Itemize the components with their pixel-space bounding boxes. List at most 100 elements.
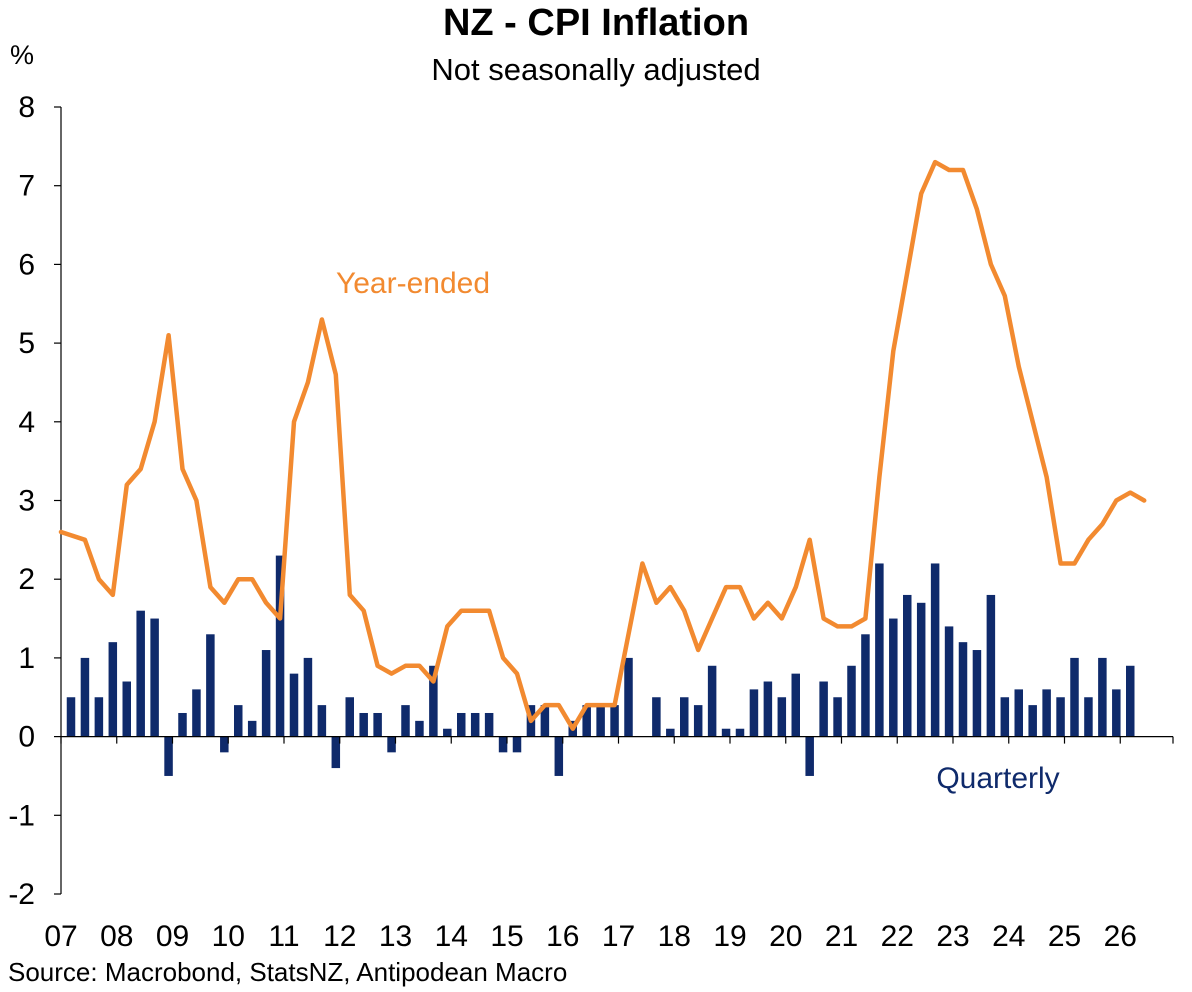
quarterly-bar xyxy=(317,705,327,737)
x-tick-label: 07 xyxy=(44,920,77,953)
quarterly-bar xyxy=(220,736,229,753)
quarterly-bar xyxy=(484,712,494,737)
quarterly-bar xyxy=(457,712,466,737)
year-ended-series-label: Year-ended xyxy=(336,267,490,300)
quarterly-bar xyxy=(387,736,396,753)
quarterly-bar xyxy=(833,697,842,737)
quarterly-bar xyxy=(958,642,968,737)
quarterly-bar xyxy=(693,705,703,737)
quarterly-bar xyxy=(150,618,159,737)
chart-subtitle: Not seasonally adjusted xyxy=(431,52,761,87)
y-tick-label: 3 xyxy=(18,485,35,518)
y-tick-label: 5 xyxy=(18,327,35,360)
quarterly-bar xyxy=(1112,689,1121,737)
quarterly-bar xyxy=(345,697,354,737)
quarterly-bar xyxy=(443,728,452,737)
quarterly-bar xyxy=(66,697,76,737)
x-tick-label: 26 xyxy=(1104,920,1137,953)
quarterly-bar xyxy=(192,689,201,737)
x-tick-label: 16 xyxy=(546,920,579,953)
quarterly-bar xyxy=(178,712,187,737)
quarterly-bar xyxy=(596,705,605,737)
quarterly-bar xyxy=(847,665,856,737)
quarterly-bar xyxy=(136,610,145,737)
quarterly-bar xyxy=(429,665,438,737)
quarterly-bar xyxy=(275,555,285,737)
chart-title: NZ - CPI Inflation xyxy=(442,2,750,44)
quarterly-bar xyxy=(972,650,982,737)
quarterly-bar xyxy=(470,712,480,737)
y-tick-label: 8 xyxy=(18,91,35,124)
quarterly-bar xyxy=(1028,705,1037,737)
quarterly-bar xyxy=(1014,689,1023,737)
x-tick-label: 21 xyxy=(825,920,858,953)
y-tick-label: 4 xyxy=(18,406,35,439)
y-tick-label: 1 xyxy=(18,642,35,675)
x-tick-label: 19 xyxy=(713,920,746,953)
x-tick-label: 18 xyxy=(658,920,691,953)
x-tick-label: 23 xyxy=(936,920,969,953)
quarterly-bar xyxy=(721,728,731,737)
quarterly-bar xyxy=(916,602,926,737)
year-ended-line xyxy=(58,159,1147,731)
quarterly-series-label: Quarterly xyxy=(936,762,1059,795)
x-tick-label: 24 xyxy=(992,920,1025,953)
quarterly-bar xyxy=(234,705,243,737)
quarterly-bar xyxy=(777,697,787,737)
x-tick-label: 25 xyxy=(1048,920,1081,953)
quarterly-bars xyxy=(66,555,1135,776)
x-tick-label: 20 xyxy=(769,920,802,953)
quarterly-bar xyxy=(1084,697,1093,737)
x-tick-label: 22 xyxy=(881,920,914,953)
x-tick-label: 09 xyxy=(156,920,189,953)
quarterly-bar xyxy=(861,634,870,737)
quarterly-bar xyxy=(582,705,591,737)
quarterly-bar xyxy=(1000,697,1010,737)
quarterly-bar xyxy=(164,736,173,776)
quarterly-bar xyxy=(986,594,996,737)
quarterly-bar xyxy=(805,736,814,776)
quarterly-bar xyxy=(498,736,508,753)
quarterly-bar xyxy=(247,720,257,737)
quarterly-bar xyxy=(1098,657,1107,737)
chart-labels: Year-ended Quarterly xyxy=(336,267,1060,795)
x-tick-label: 08 xyxy=(100,920,133,953)
quarterly-bar xyxy=(289,673,299,737)
quarterly-bar xyxy=(903,594,912,737)
x-tick-label: 11 xyxy=(268,920,299,953)
quarterly-bar xyxy=(554,736,564,776)
x-tick-label: 17 xyxy=(602,920,635,953)
quarterly-bar xyxy=(763,681,773,737)
y-tick-label: 7 xyxy=(18,170,35,203)
y-tick-label: 6 xyxy=(18,248,35,281)
x-tick-label: 14 xyxy=(435,920,468,953)
quarterly-bar xyxy=(889,618,898,737)
quarterly-bar xyxy=(331,736,341,769)
quarterly-bar xyxy=(401,705,410,737)
quarterly-bar xyxy=(791,673,800,737)
quarterly-bar xyxy=(610,705,619,737)
quarterly-bar xyxy=(1042,689,1051,737)
quarterly-bar xyxy=(749,689,759,737)
quarterly-bar xyxy=(94,697,104,737)
quarterly-bar xyxy=(666,728,675,737)
source-note: Source: Macrobond, StatsNZ, Antipodean M… xyxy=(8,957,568,987)
quarterly-bar xyxy=(652,697,661,737)
quarterly-bar xyxy=(303,657,313,737)
quarterly-bar xyxy=(122,681,131,737)
quarterly-bar xyxy=(819,681,828,737)
quarterly-bar xyxy=(1056,697,1065,737)
quarterly-bar xyxy=(707,665,717,737)
quarterly-bar xyxy=(512,736,522,753)
quarterly-bar xyxy=(1070,657,1079,737)
quarterly-bar xyxy=(930,563,940,737)
quarterly-bar xyxy=(206,634,215,737)
x-tick-label: 10 xyxy=(212,920,245,953)
quarterly-bar xyxy=(261,650,271,737)
y-tick-label: -1 xyxy=(8,799,35,832)
quarterly-bar xyxy=(1126,665,1135,737)
x-tick-label: 13 xyxy=(379,920,412,953)
quarterly-bar xyxy=(415,720,424,737)
